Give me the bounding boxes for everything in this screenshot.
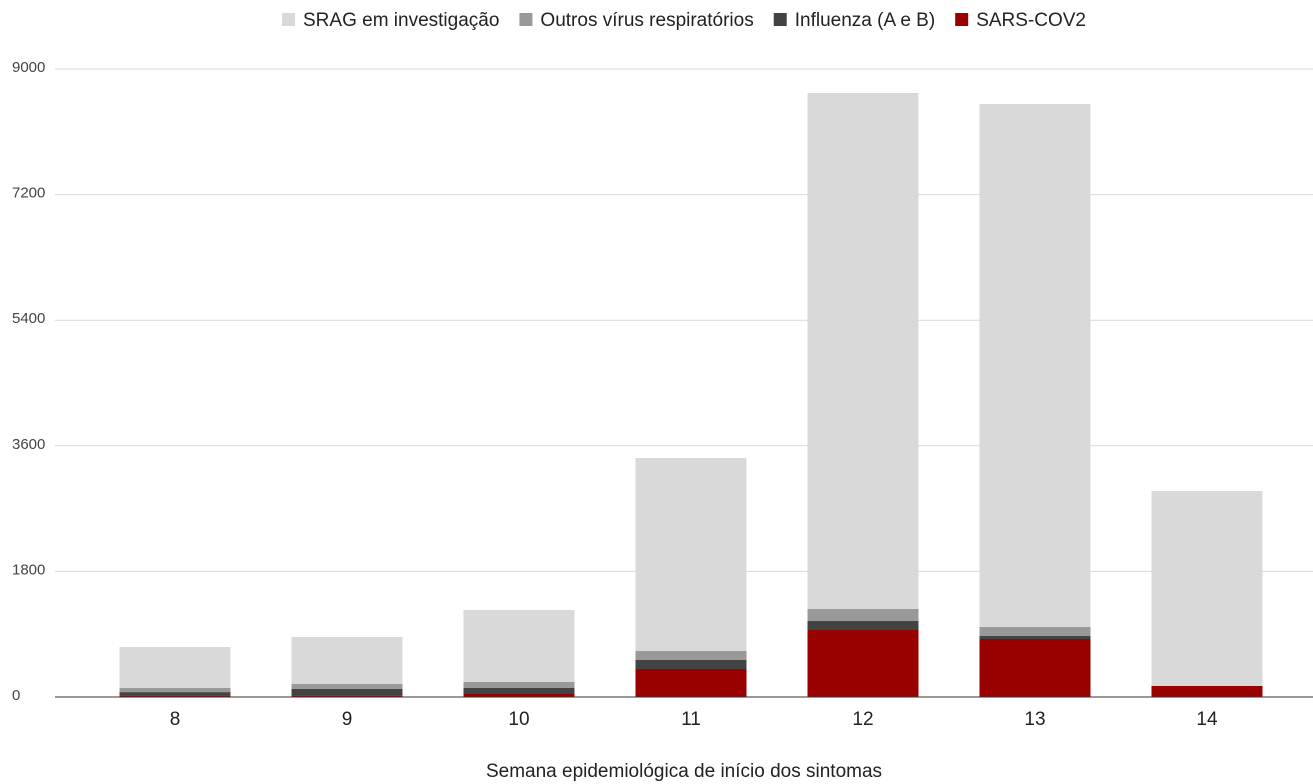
x-tick-label: 13 [1024, 709, 1045, 730]
bar-segment [635, 669, 747, 697]
x-tick-label: 12 [852, 709, 873, 730]
y-tick-label: 0 [12, 687, 20, 704]
bar-segment [291, 695, 403, 697]
bar-segment [635, 660, 747, 670]
legend-swatch [282, 13, 295, 26]
bar-segment [807, 630, 919, 697]
y-tick-label: 1800 [12, 561, 45, 578]
y-tick-label: 3600 [12, 436, 45, 453]
y-tick-label: 7200 [12, 185, 45, 202]
x-tick-label: 9 [342, 709, 353, 730]
bar-segment [291, 636, 403, 685]
bar-segment [291, 684, 403, 689]
bar-segment [635, 651, 747, 661]
bar-segment [463, 609, 575, 682]
legend-label: Outros vírus respiratórios [540, 10, 753, 31]
bar-segment [635, 458, 747, 652]
bar-segment [1151, 491, 1263, 686]
bar-segment [979, 627, 1091, 637]
bar-segment [807, 93, 919, 610]
x-tick-label: 8 [170, 709, 181, 730]
bar-segment [979, 639, 1091, 697]
bar-segment [807, 621, 919, 631]
legend-label: Influenza (A e B) [795, 10, 935, 31]
bar-segment [291, 688, 403, 696]
bar-segment [979, 104, 1091, 628]
bar-segment [1151, 685, 1263, 697]
bar-segment [119, 647, 231, 688]
x-tick-label: 10 [508, 709, 529, 730]
legend-swatch [773, 13, 787, 26]
x-tick-label: 14 [1196, 709, 1218, 730]
bar-segment [463, 681, 575, 688]
bar-segment [463, 693, 575, 697]
legend-swatch [955, 13, 969, 26]
x-axis-label: Semana epidemiológica de início dos sint… [486, 761, 882, 782]
bar-segment [119, 687, 231, 693]
x-tick-label: 11 [681, 709, 701, 730]
bar-segment [119, 695, 231, 697]
legend-label: SRAG em investigação [303, 10, 499, 31]
legend-swatch [519, 13, 533, 26]
y-tick-label: 9000 [12, 59, 45, 76]
bar-segment [119, 692, 231, 696]
bar-segment [807, 609, 919, 622]
bar-segment [463, 687, 575, 694]
y-tick-label: 5400 [12, 310, 45, 327]
legend-label: SARS-COV2 [976, 10, 1086, 31]
bar-segment [979, 636, 1091, 640]
